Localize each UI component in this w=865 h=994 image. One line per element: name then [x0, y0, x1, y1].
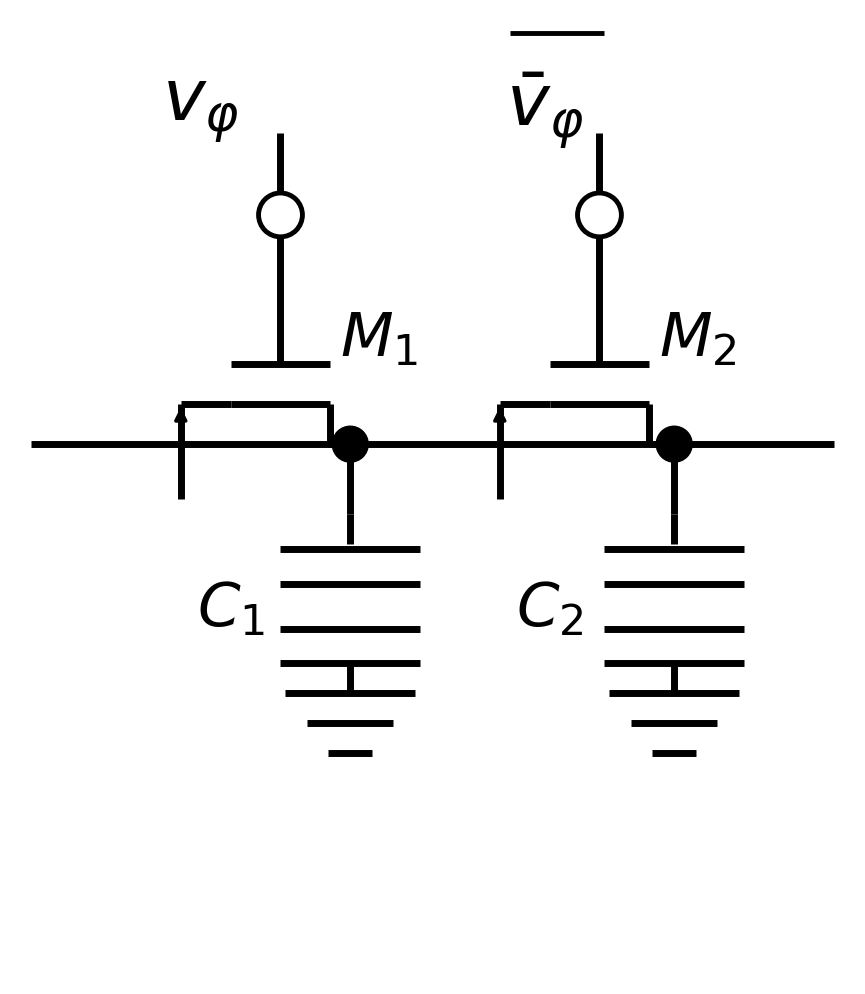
Circle shape [657, 426, 692, 462]
Text: $v_\varphi$: $v_\varphi$ [162, 75, 240, 146]
Text: $M_1$: $M_1$ [340, 309, 419, 370]
Text: $C_1$: $C_1$ [196, 579, 265, 638]
Text: $\bar{v}_\varphi$: $\bar{v}_\varphi$ [505, 70, 584, 150]
Circle shape [332, 426, 368, 462]
Text: $M_2$: $M_2$ [659, 309, 737, 370]
Text: $C_2$: $C_2$ [516, 579, 583, 638]
